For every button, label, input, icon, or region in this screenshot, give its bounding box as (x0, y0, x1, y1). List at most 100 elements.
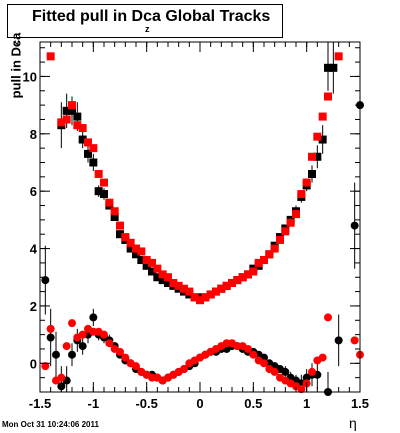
circle-marker (68, 319, 76, 328)
circle-marker (46, 324, 55, 333)
square-marker (121, 233, 130, 242)
x-tick-label: -0.5 (135, 396, 157, 411)
circle-marker (57, 382, 66, 391)
square-marker (180, 284, 188, 293)
square-marker (148, 258, 156, 267)
square-marker (329, 63, 338, 72)
square-marker (153, 273, 162, 282)
circle-marker (78, 342, 87, 351)
title-box: Fitted pull in Dca Global Tracks z (7, 4, 283, 38)
circle-marker (89, 313, 98, 322)
square-marker (270, 244, 279, 253)
square-marker (297, 190, 306, 199)
circle-marker (270, 367, 279, 376)
square-marker (126, 238, 135, 247)
y-tick-label: 0 (30, 356, 37, 371)
square-marker (324, 92, 332, 101)
square-marker (308, 152, 316, 161)
circle-marker (57, 373, 66, 382)
tick-labels: -1.5 -1 -0.5 0 0.5 1 1.5 0 2 4 6 8 10 (23, 69, 370, 411)
square-marker (110, 207, 119, 216)
square-marker (228, 278, 236, 287)
circle-marker (132, 362, 140, 371)
square-marker (89, 144, 98, 153)
square-marker (212, 287, 220, 296)
x-tick-label: 1.5 (351, 396, 369, 411)
square-marker (46, 52, 55, 61)
square-marker (286, 218, 295, 227)
square-marker (169, 278, 178, 287)
square-marker (94, 169, 103, 178)
y-tick-label: 8 (30, 127, 37, 142)
circle-marker (62, 342, 71, 351)
circle-marker (308, 367, 316, 376)
square-marker (94, 187, 103, 196)
circle-marker (281, 367, 290, 376)
square-marker (73, 112, 82, 121)
circle-marker (68, 350, 76, 359)
circle-marker (180, 365, 188, 374)
y-tick-label: 10 (23, 69, 37, 84)
square-marker (142, 256, 151, 265)
x-tick-label: 0.5 (244, 396, 262, 411)
square-marker (89, 158, 98, 167)
axis-ticks (39, 42, 361, 393)
chart-title-suffix: Global Tracks (165, 8, 271, 25)
square-marker (164, 273, 172, 282)
circle-marker (41, 276, 50, 285)
circle-marker (105, 339, 114, 348)
square-marker (292, 210, 300, 219)
square-marker (84, 138, 92, 147)
circle-marker (350, 336, 359, 345)
chart-title: Fitted pull in Dca Global Tracks (32, 8, 270, 26)
square-marker (276, 235, 284, 244)
square-marker (132, 250, 140, 259)
chart-title-subscript: z (145, 24, 150, 34)
square-marker (158, 276, 167, 285)
circle-marker (52, 350, 60, 359)
square-marker (78, 124, 87, 133)
square-marker (206, 290, 215, 299)
timestamp: Mon Oct 31 10:24:06 2011 (2, 420, 99, 429)
square-marker (260, 256, 268, 265)
square-marker (217, 284, 226, 293)
circle-marker (260, 359, 268, 368)
chart-title-text: Fitted pull in Dca (32, 8, 161, 25)
circle-marker (249, 350, 258, 359)
circle-marker (100, 330, 108, 339)
y-axis-label-subscript: z (10, 40, 21, 46)
square-marker (249, 267, 258, 276)
x-tick-label: 0 (196, 396, 203, 411)
circle-marker (297, 385, 306, 394)
error-bars (44, 42, 361, 392)
square-marker (265, 250, 274, 259)
square-marker (324, 63, 332, 72)
square-marker (233, 276, 242, 285)
square-marker (84, 149, 92, 158)
circle-marker (121, 353, 130, 362)
y-tick-label: 4 (30, 242, 38, 257)
square-marker (148, 267, 156, 276)
circle-marker (244, 344, 252, 353)
square-marker (238, 273, 247, 282)
x-tick-label: -1 (88, 396, 100, 411)
circle-marker (41, 362, 50, 371)
square-marker (244, 270, 252, 279)
square-marker (196, 296, 204, 305)
circle-marker (78, 330, 87, 339)
square-marker (281, 227, 290, 236)
square-marker (78, 135, 87, 144)
square-marker (164, 278, 172, 287)
square-marker (201, 293, 210, 302)
data-points (41, 52, 364, 396)
y-axis-label: pull in Dca (8, 32, 24, 99)
square-marker (62, 115, 71, 124)
circle-marker (116, 347, 124, 356)
square-marker (68, 101, 76, 110)
square-marker (110, 213, 119, 221)
square-marker (302, 178, 311, 187)
square-marker (57, 118, 66, 127)
circle-marker (46, 333, 55, 342)
circle-marker (318, 353, 327, 362)
